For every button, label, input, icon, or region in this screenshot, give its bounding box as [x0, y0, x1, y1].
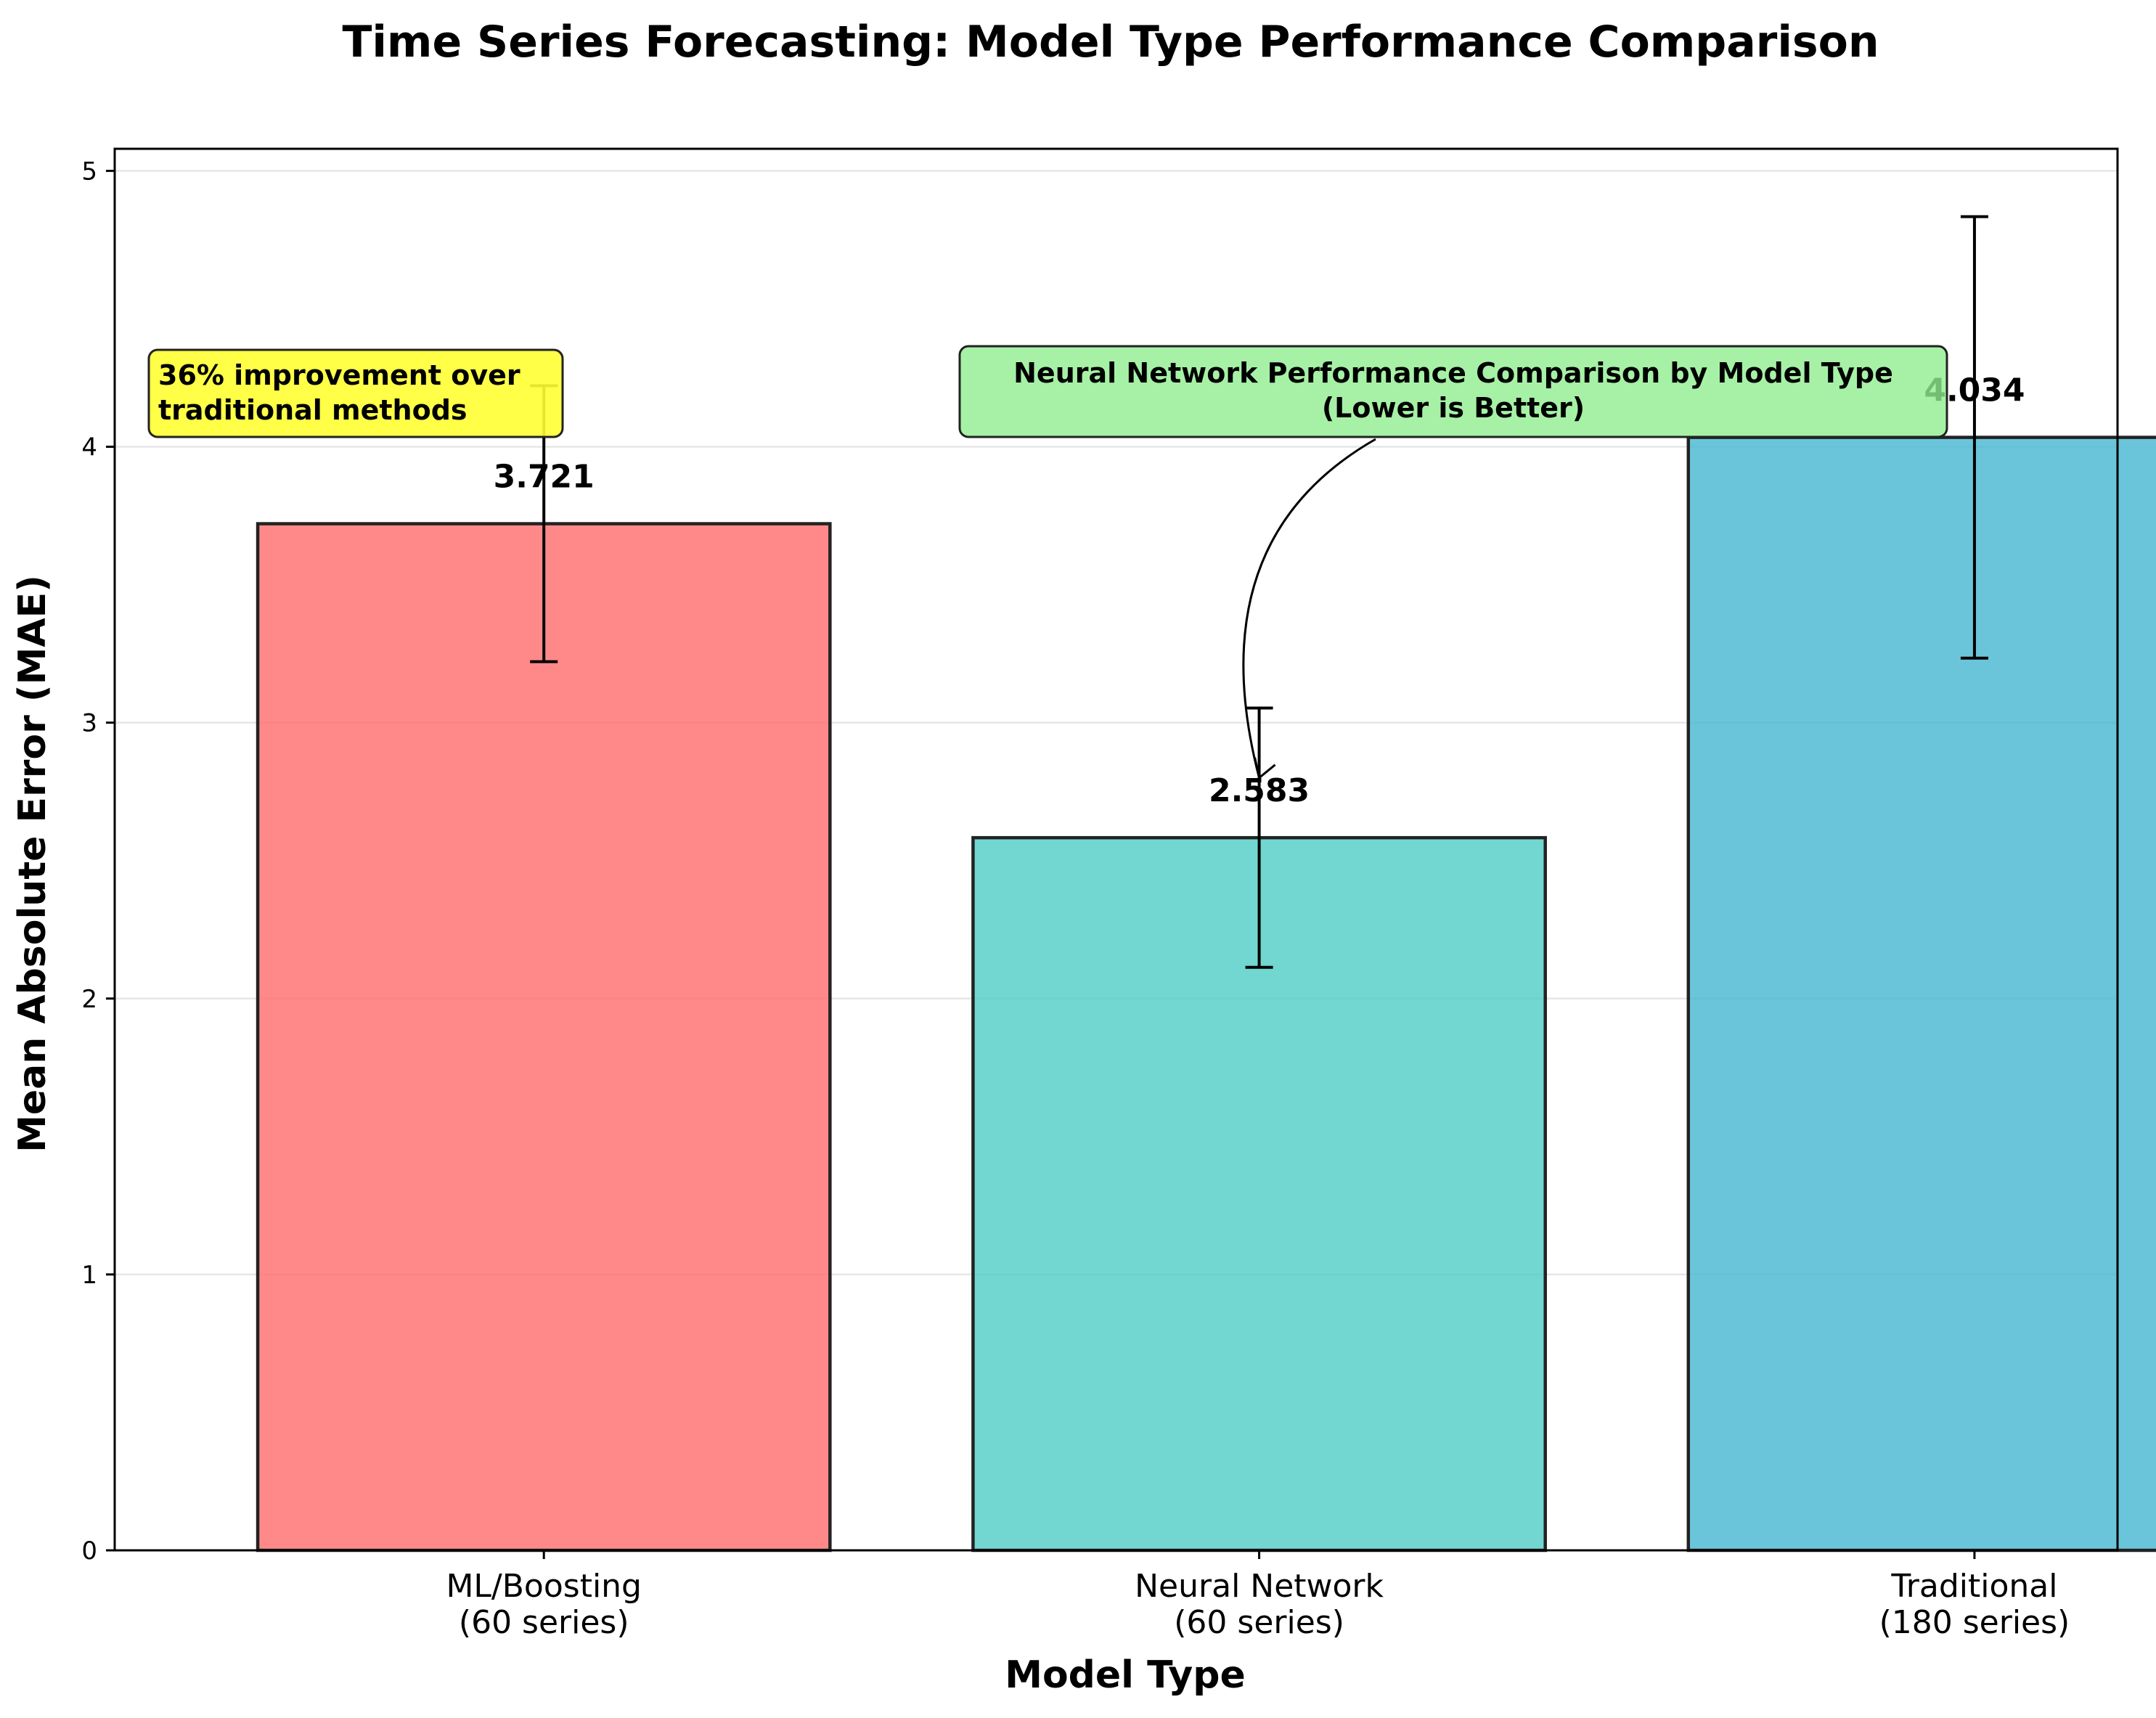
y-tick-label: 0 [81, 1537, 97, 1566]
bar [256, 522, 832, 1553]
y-axis-label: Mean Absolute Error (MAE) [11, 575, 54, 1153]
bars [256, 435, 2156, 1553]
x-tick-label: (180 series) [1879, 1604, 2070, 1641]
annotation-text: traditional methods [158, 394, 467, 426]
bar [1686, 435, 2156, 1553]
y-tick-label: 5 [81, 157, 97, 186]
y-tick-label: 1 [81, 1261, 97, 1290]
annotation-arrow [1242, 438, 1376, 779]
annotation-arrowhead [1254, 757, 1276, 779]
plot-frame [113, 147, 2119, 1552]
x-tick-label: Traditional [1890, 1568, 2057, 1605]
y-tick-label: 2 [81, 985, 97, 1014]
y-tick-label: 3 [81, 709, 97, 738]
x-tick-label: (60 series) [459, 1604, 629, 1641]
annotation-box [958, 345, 1948, 438]
value-label: 3.721 [494, 459, 595, 496]
x-axis-label: Model Type [1005, 1653, 1246, 1697]
annotation-text: Neural Network Performance Comparison by… [1013, 357, 1893, 389]
y-tick-label: 4 [81, 433, 97, 462]
chart-title: Time Series Forecasting: Model Type Perf… [342, 17, 1879, 68]
value-label: 2.583 [1209, 772, 1310, 809]
annotation-box [147, 348, 564, 438]
x-tick-label: (60 series) [1174, 1604, 1344, 1641]
annotation-text: (Lower is Better) [1322, 392, 1585, 424]
x-tick-label: ML/Boosting [446, 1568, 642, 1605]
annotation-text: 36% improvement over [158, 359, 520, 391]
x-tick-label: Neural Network [1135, 1568, 1384, 1605]
